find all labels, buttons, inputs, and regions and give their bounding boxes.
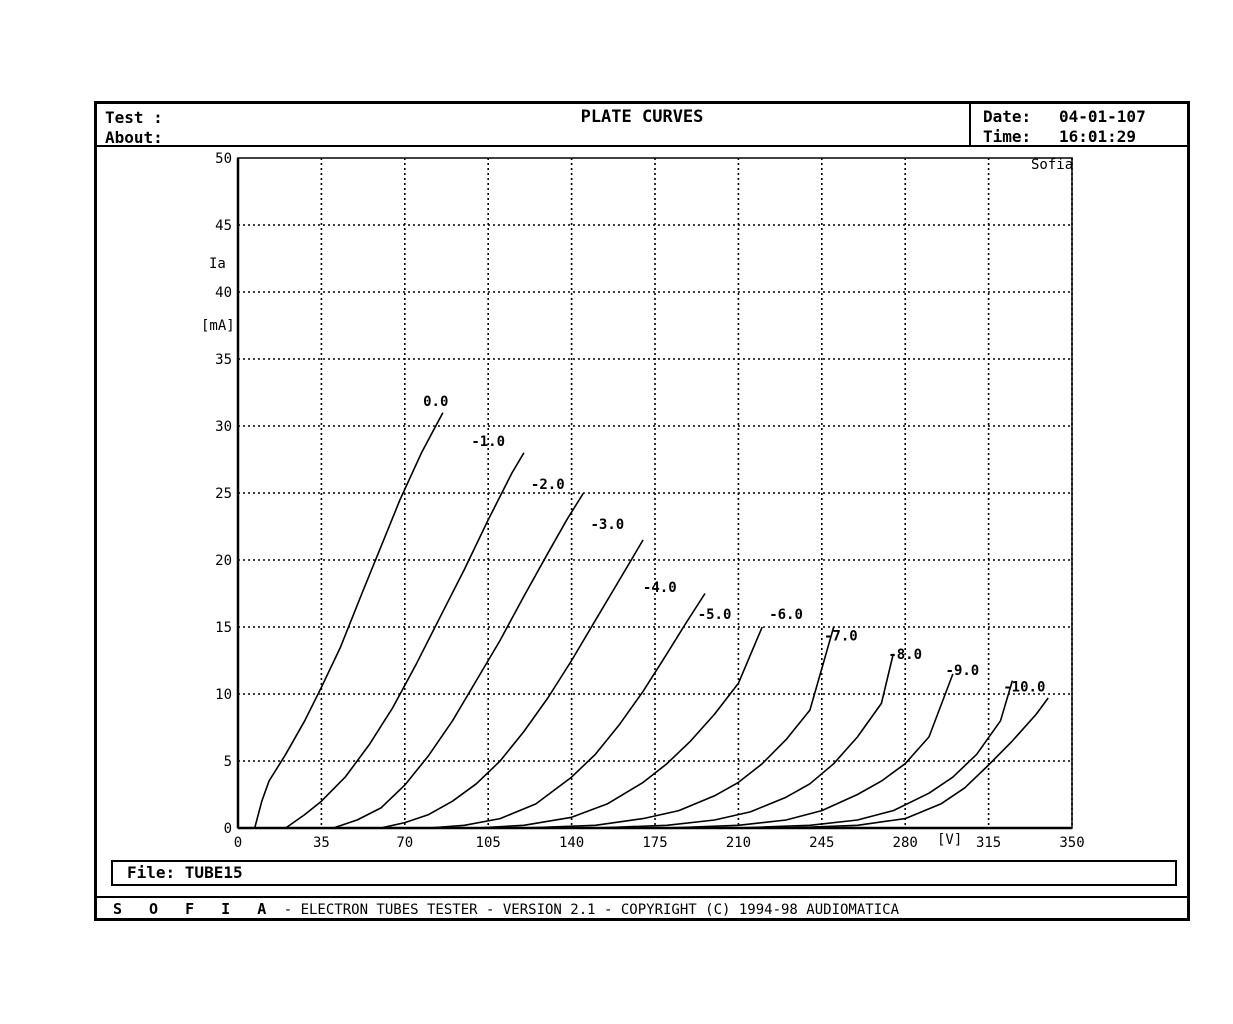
y-tick-label: 30 xyxy=(215,419,232,435)
plate-curve xyxy=(595,653,895,829)
time-label: Time: xyxy=(983,127,1032,145)
plate-curve xyxy=(738,680,1014,829)
footer-bar: S O F I A - ELECTRON TUBES TESTER - VERS… xyxy=(97,896,1187,921)
curve-label: 0.0 xyxy=(423,394,448,410)
y-axis-label: Ia xyxy=(209,256,226,272)
page-title: PLATE CURVES xyxy=(580,107,704,127)
footer-text: - ELECTRON TUBES TESTER - VERSION 2.1 - … xyxy=(275,902,900,918)
plate-curves-chart: 0 35 70 105 140 175 210 245 280 315 350 0 5 10 15 20 25 3… xyxy=(201,151,1085,851)
curve-label: -5.0 xyxy=(698,607,732,623)
curve-label: -2.0 xyxy=(531,477,565,493)
time-value: 16:01:29 xyxy=(1059,127,1137,145)
x-tick-label: 245 xyxy=(809,835,834,851)
x-tick-label: 210 xyxy=(726,835,751,851)
y-tick-label: 20 xyxy=(215,553,232,569)
grid xyxy=(238,158,1073,828)
y-tick-label: 10 xyxy=(215,687,232,703)
y-axis-unit: [mA] xyxy=(201,318,235,334)
date-value: 04-01-107 xyxy=(1059,107,1146,126)
x-tick-label: 35 xyxy=(313,835,330,851)
y-tick-label: 45 xyxy=(215,218,232,234)
x-tick-label: 315 xyxy=(976,835,1001,851)
test-info: Test : About: xyxy=(105,108,163,148)
x-tick-label: 105 xyxy=(476,835,501,851)
y-tick-label: 25 xyxy=(215,486,232,502)
curve-label: -8.0 xyxy=(888,647,922,663)
header-bar: Test : About: PLATE CURVES Date: 04-01-10… xyxy=(97,104,1187,147)
y-tick-label: 50 xyxy=(215,151,232,167)
chart-watermark: Sofia xyxy=(1031,157,1073,173)
plate-curve xyxy=(476,626,763,829)
x-tick-label: 350 xyxy=(1059,835,1084,851)
datetime-panel: Date: 04-01-107 Time: 16:01:29 xyxy=(969,104,1191,145)
about-label: About: xyxy=(105,128,163,147)
plate-curve xyxy=(253,412,444,829)
test-label: Test : xyxy=(105,108,163,127)
plate-curve xyxy=(666,673,954,829)
x-tick-label: 280 xyxy=(893,835,918,851)
x-tick-label: 140 xyxy=(559,835,584,851)
x-axis-label: [V] xyxy=(937,832,962,848)
app-window: Test : About: PLATE CURVES Date: 04-01-10… xyxy=(94,101,1190,921)
curve-labels: 0.0 -1.0 -2.0 -3.0 -4.0 -5.0 -6.0 -7.0 -8.0 -9.0 -… xyxy=(423,394,1045,695)
curve-label: -9.0 xyxy=(946,663,980,679)
plate-curve xyxy=(285,452,525,829)
plate-curve xyxy=(523,626,835,829)
curve-label: -6.0 xyxy=(769,607,803,623)
curve-label: -1.0 xyxy=(471,434,505,450)
plate-curve xyxy=(428,593,706,829)
curve-label: -3.0 xyxy=(590,517,624,533)
date-label: Date: xyxy=(983,107,1032,126)
file-field: File: TUBE15 xyxy=(111,860,1177,886)
curve-label: -4.0 xyxy=(643,580,677,596)
curves xyxy=(253,412,1049,829)
y-tick-label: 35 xyxy=(215,352,232,368)
plate-curve xyxy=(786,697,1049,829)
x-tick-label: 0 xyxy=(234,835,242,851)
axes: 0 35 70 105 140 175 210 245 280 315 350 0 5 10 15 20 25 3… xyxy=(215,151,1085,851)
x-tick-label: 70 xyxy=(396,835,413,851)
y-tick-label: 5 xyxy=(224,754,232,770)
plate-curve xyxy=(380,539,644,829)
brand-name: S O F I A xyxy=(113,900,276,918)
y-tick-label: 15 xyxy=(215,620,232,636)
curve-label: -10.0 xyxy=(1003,679,1045,695)
plate-curve xyxy=(333,492,585,829)
y-tick-label: 40 xyxy=(215,285,232,301)
x-tick-label: 175 xyxy=(642,835,667,851)
y-tick-label: 0 xyxy=(224,821,232,837)
curve-label: -7.0 xyxy=(824,628,858,644)
